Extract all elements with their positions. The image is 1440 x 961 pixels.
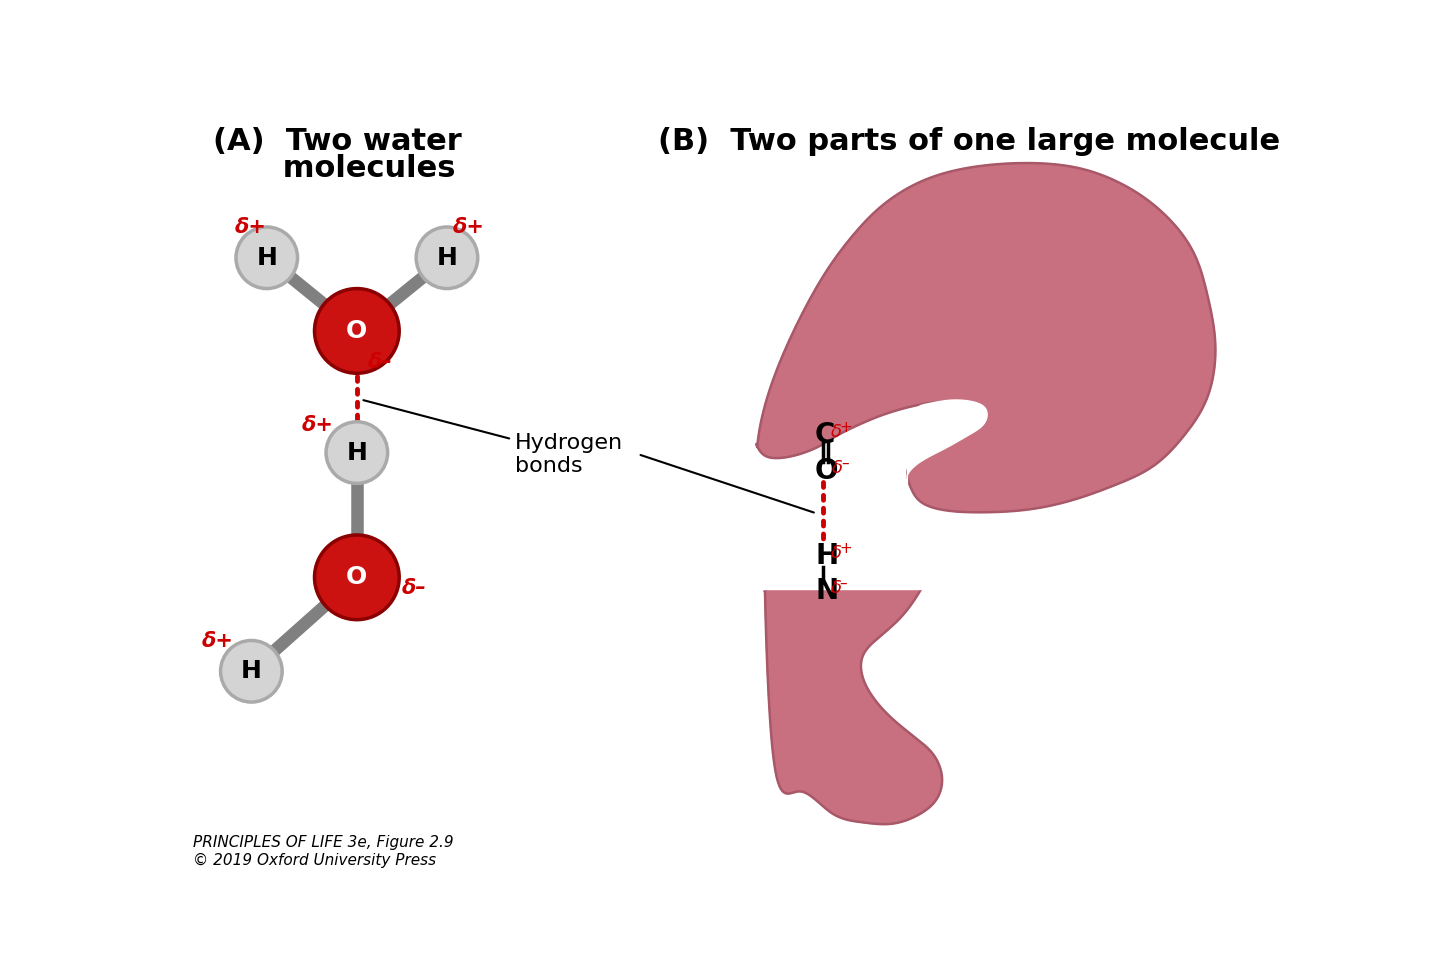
Text: C: C bbox=[815, 421, 835, 449]
Text: δ: δ bbox=[831, 544, 841, 561]
Text: (B)  Two parts of one large molecule: (B) Two parts of one large molecule bbox=[658, 127, 1280, 156]
Polygon shape bbox=[907, 400, 988, 490]
Text: δ+: δ+ bbox=[202, 630, 233, 651]
Text: –: – bbox=[841, 456, 848, 471]
Text: (A)  Two water: (A) Two water bbox=[213, 127, 462, 156]
Text: H: H bbox=[436, 246, 458, 270]
Text: N: N bbox=[815, 578, 838, 605]
Circle shape bbox=[314, 535, 399, 620]
Text: H: H bbox=[256, 246, 276, 270]
Text: –: – bbox=[840, 576, 847, 591]
Polygon shape bbox=[756, 163, 1215, 512]
Text: H: H bbox=[815, 542, 838, 570]
Text: H: H bbox=[240, 659, 262, 683]
Circle shape bbox=[416, 227, 478, 288]
Text: δ: δ bbox=[831, 423, 841, 441]
Text: δ: δ bbox=[832, 459, 842, 477]
Text: +: + bbox=[840, 420, 852, 434]
Text: PRINCIPLES OF LIFE 3e, Figure 2.9
© 2019 Oxford University Press: PRINCIPLES OF LIFE 3e, Figure 2.9 © 2019… bbox=[193, 835, 454, 868]
Circle shape bbox=[325, 422, 387, 483]
Text: molecules: molecules bbox=[219, 154, 456, 183]
Circle shape bbox=[314, 288, 399, 373]
Text: δ+: δ+ bbox=[235, 217, 266, 237]
Text: δ+: δ+ bbox=[301, 415, 333, 435]
Text: O: O bbox=[346, 565, 367, 589]
Text: O: O bbox=[815, 457, 838, 485]
Text: H: H bbox=[347, 440, 367, 464]
Text: O: O bbox=[346, 319, 367, 343]
Circle shape bbox=[220, 640, 282, 702]
Text: δ: δ bbox=[831, 579, 841, 597]
Circle shape bbox=[236, 227, 298, 288]
Text: δ+: δ+ bbox=[454, 217, 485, 237]
Text: δ–: δ– bbox=[402, 579, 426, 599]
Text: +: + bbox=[840, 540, 852, 555]
Text: δ–: δ– bbox=[367, 352, 393, 372]
Polygon shape bbox=[765, 530, 942, 825]
Text: Hydrogen
bonds: Hydrogen bonds bbox=[363, 400, 624, 476]
